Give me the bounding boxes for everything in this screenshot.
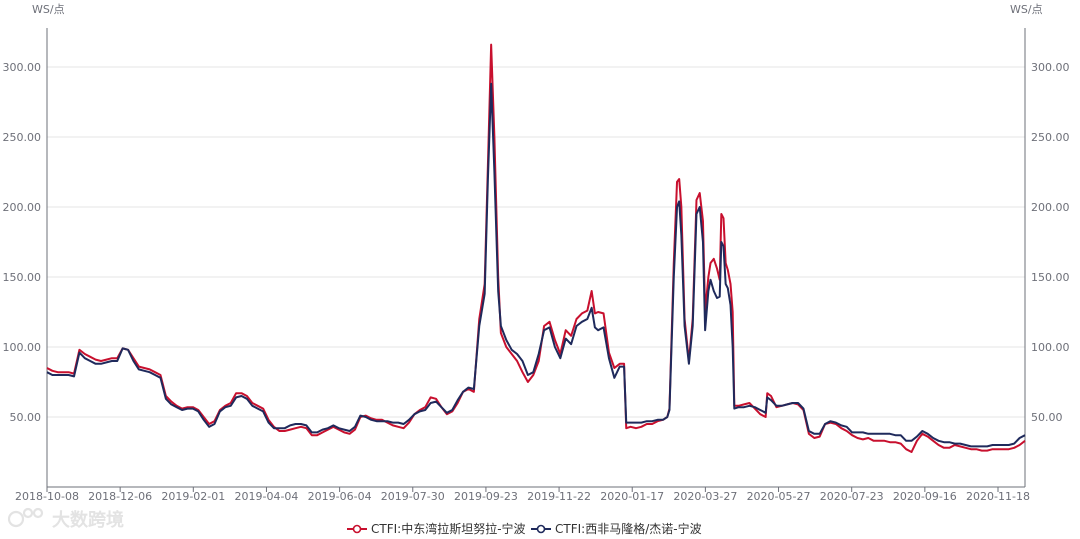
watermark-logo-icon <box>7 507 44 528</box>
legend-marker-series-1 <box>352 524 362 534</box>
y-unit-left: WS/点 <box>32 3 65 16</box>
x-tick-label: 2020-03-27 <box>673 490 737 503</box>
grid-lines <box>47 66 1025 418</box>
y-tick-label-right: 50.00 <box>1031 411 1063 424</box>
y-tick-label-right: 300.00 <box>1031 61 1070 74</box>
y-tick-label-left: 200.00 <box>3 201 42 214</box>
legend: CTFI:中东湾拉斯坦努拉-宁波 CTFI:西非马隆格/杰诺-宁波 <box>347 521 702 536</box>
series-line-1 <box>46 43 1026 453</box>
x-tick-label: 2020-11-18 <box>966 490 1030 503</box>
x-tick-label: 2019-04-04 <box>234 490 298 503</box>
y-unit-right: WS/点 <box>1010 3 1043 16</box>
x-tick-label: 2020-05-27 <box>747 490 811 503</box>
y-axis-left-ticks: 50.00 100.00 150.00 200.00 250.00 300.00 <box>3 61 42 424</box>
x-tick-label: 2019-09-23 <box>454 490 518 503</box>
y-tick-label-right: 100.00 <box>1031 341 1070 354</box>
legend-item-series-2[interactable]: CTFI:西非马隆格/杰诺-宁波 <box>531 521 702 536</box>
x-tick-label: 2020-09-16 <box>893 490 957 503</box>
y-tick-label-left: 50.00 <box>10 411 42 424</box>
y-tick-label-right: 200.00 <box>1031 201 1070 214</box>
x-tick-label: 2018-12-06 <box>88 490 152 503</box>
y-tick-label-left: 250.00 <box>3 131 42 144</box>
series-lines <box>46 43 1026 453</box>
watermark-text: 大数跨境 <box>52 509 124 531</box>
x-tick-label: 2020-01-17 <box>600 490 664 503</box>
legend-marker-series-2 <box>536 524 546 534</box>
x-tick-label: 2019-07-30 <box>381 490 445 503</box>
legend-item-series-1[interactable]: CTFI:中东湾拉斯坦努拉-宁波 <box>347 521 526 536</box>
y-axis-right-ticks: 50.00 100.00 150.00 200.00 250.00 300.00 <box>1031 61 1070 424</box>
legend-label-series-2: CTFI:西非马隆格/杰诺-宁波 <box>555 521 702 536</box>
x-tick-label: 2018-10-08 <box>15 490 79 503</box>
y-tick-label-left: 100.00 <box>3 341 42 354</box>
axes <box>46 28 1026 488</box>
x-axis-ticks: 2018-10-08 2018-12-06 2019-02-01 2019-04-04… <box>15 487 1030 503</box>
watermark: 大数跨境 <box>7 507 124 531</box>
y-tick-label-left: 150.00 <box>3 271 42 284</box>
y-tick-label-right: 150.00 <box>1031 271 1070 284</box>
series-line-2 <box>46 82 1026 448</box>
x-tick-label: 2019-11-22 <box>527 490 591 503</box>
y-tick-label-left: 300.00 <box>3 61 42 74</box>
x-tick-label: 2020-07-23 <box>820 490 884 503</box>
x-tick-label: 2019-02-01 <box>161 490 225 503</box>
x-tick-label: 2019-06-04 <box>308 490 372 503</box>
y-tick-label-right: 250.00 <box>1031 131 1070 144</box>
legend-label-series-1: CTFI:中东湾拉斯坦努拉-宁波 <box>371 521 526 536</box>
